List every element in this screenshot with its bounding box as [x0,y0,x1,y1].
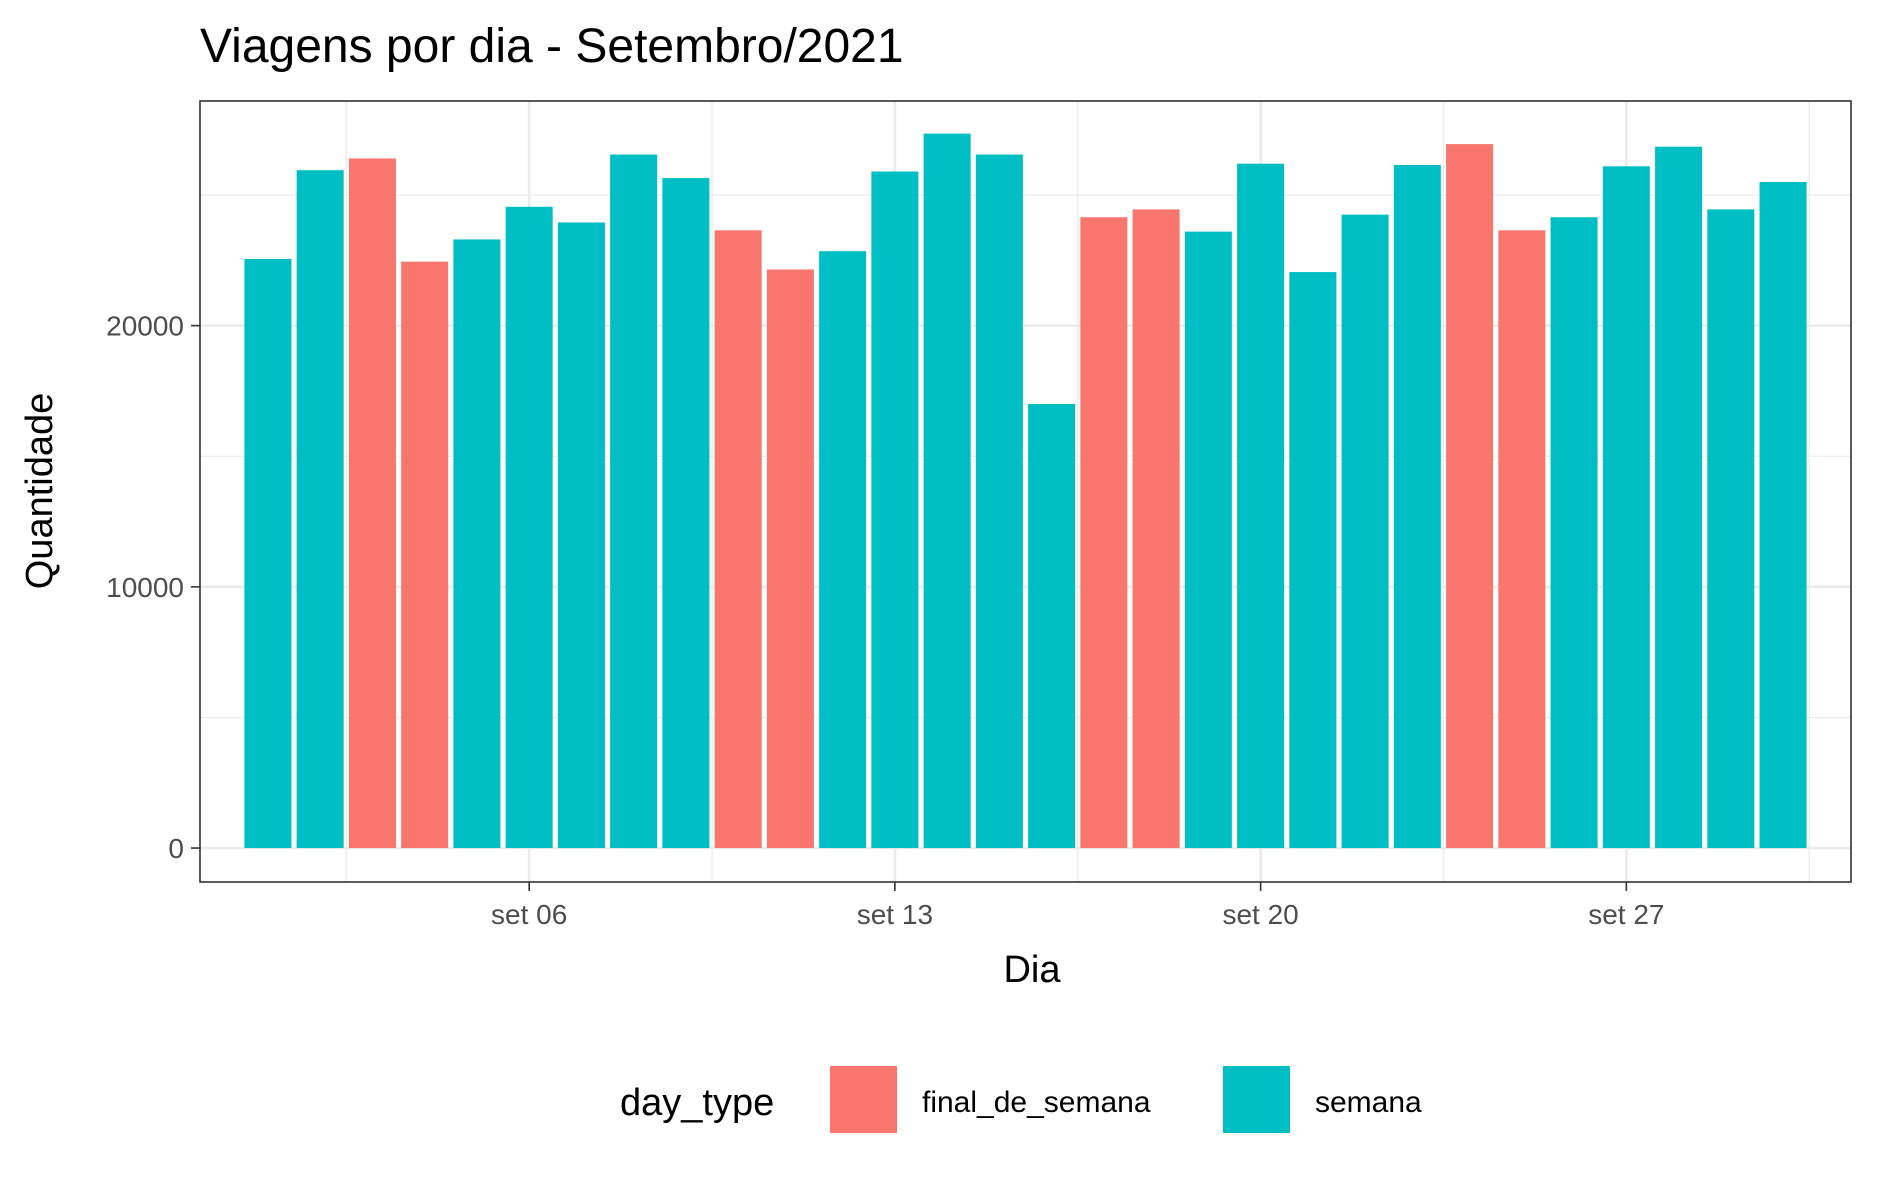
bar-semana [1289,272,1337,849]
bar-semana [1655,146,1703,849]
bar-final-de-semana [1446,144,1494,849]
bar-semana [662,178,710,849]
x-axis: set 06 set 13 set 20 set 27 [491,882,1664,930]
bar-semana [1550,217,1598,849]
bar-final-de-semana [766,269,814,849]
bar-semana [296,170,344,849]
y-tick-label: 10000 [106,572,184,603]
bar-semana [975,154,1023,849]
chart-title: Viagens por dia - Setembro/2021 [200,20,904,73]
bar-semana [610,154,658,849]
bar-semana [557,222,605,849]
x-tick-label: set 27 [1588,899,1664,930]
bar-final-de-semana [1498,230,1546,849]
bar-final-de-semana [401,261,449,849]
legend-key-semana [1223,1066,1290,1133]
bars-group [244,133,1807,849]
bar-semana [453,239,501,849]
y-tick-label: 0 [168,833,184,864]
plot-panel-border [199,100,1852,883]
bar-semana [244,259,292,849]
bar-semana [1602,166,1650,849]
bar-final-de-semana [714,230,762,849]
x-tick-label: set 20 [1222,899,1298,930]
bar-final-de-semana [1080,217,1128,849]
bar-semana [1237,163,1285,849]
bar-semana [819,251,867,849]
legend-key-final-de-semana [830,1066,897,1133]
x-tick-label: set 13 [857,899,933,930]
y-axis-title: Quantidade [19,393,61,590]
bar-semana [1759,181,1807,849]
legend-title: day_type [620,1082,774,1124]
bar-semana [1341,214,1389,849]
bar-semana [1707,209,1755,849]
bar-semana [1184,231,1232,849]
legend: day_type final_de_semana semana [620,1066,1422,1133]
bar-semana [923,133,971,849]
y-axis: 0 10000 20000 [106,311,200,864]
legend-label-semana: semana [1315,1086,1422,1119]
x-tick-label: set 06 [491,899,567,930]
bar-semana [505,206,553,849]
bar-final-de-semana [348,158,396,849]
legend-label-final-de-semana: final_de_semana [922,1086,1151,1119]
bar-semana [1393,164,1441,849]
x-axis-title: Dia [1003,949,1061,991]
bar-final-de-semana [1132,209,1180,849]
y-tick-label: 20000 [106,311,184,342]
bar-semana [1028,403,1076,849]
bar-semana [871,171,919,849]
